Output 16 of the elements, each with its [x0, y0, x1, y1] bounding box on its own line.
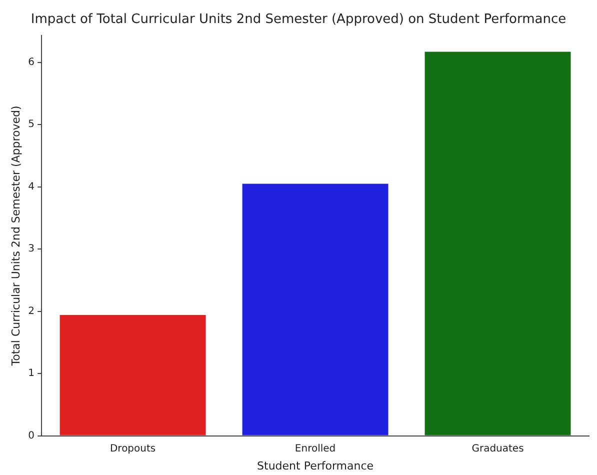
y-tick-label: 3 [28, 244, 35, 255]
x-axis-title: Student Performance [257, 459, 374, 472]
chart-title: Impact of Total Curricular Units 2nd Semester (Approved) on Student Performance [30, 12, 566, 28]
x-tick-label: Enrolled [294, 443, 336, 454]
y-tick-label: 6 [28, 56, 35, 68]
bar [242, 184, 388, 436]
y-tick-label: 2 [28, 306, 35, 317]
bar [60, 315, 206, 436]
y-axis-title: Total Curricular Units 2nd Semester (Approved) [9, 106, 22, 367]
y-tick-label: 5 [28, 119, 35, 130]
x-tick-label: Dropouts [110, 443, 156, 454]
y-tick-label: 4 [28, 181, 35, 192]
x-tick-label: Graduates [472, 443, 524, 454]
y-tick-label: 0 [28, 430, 35, 442]
y-tick-label: 1 [28, 368, 35, 380]
bar [424, 52, 571, 436]
